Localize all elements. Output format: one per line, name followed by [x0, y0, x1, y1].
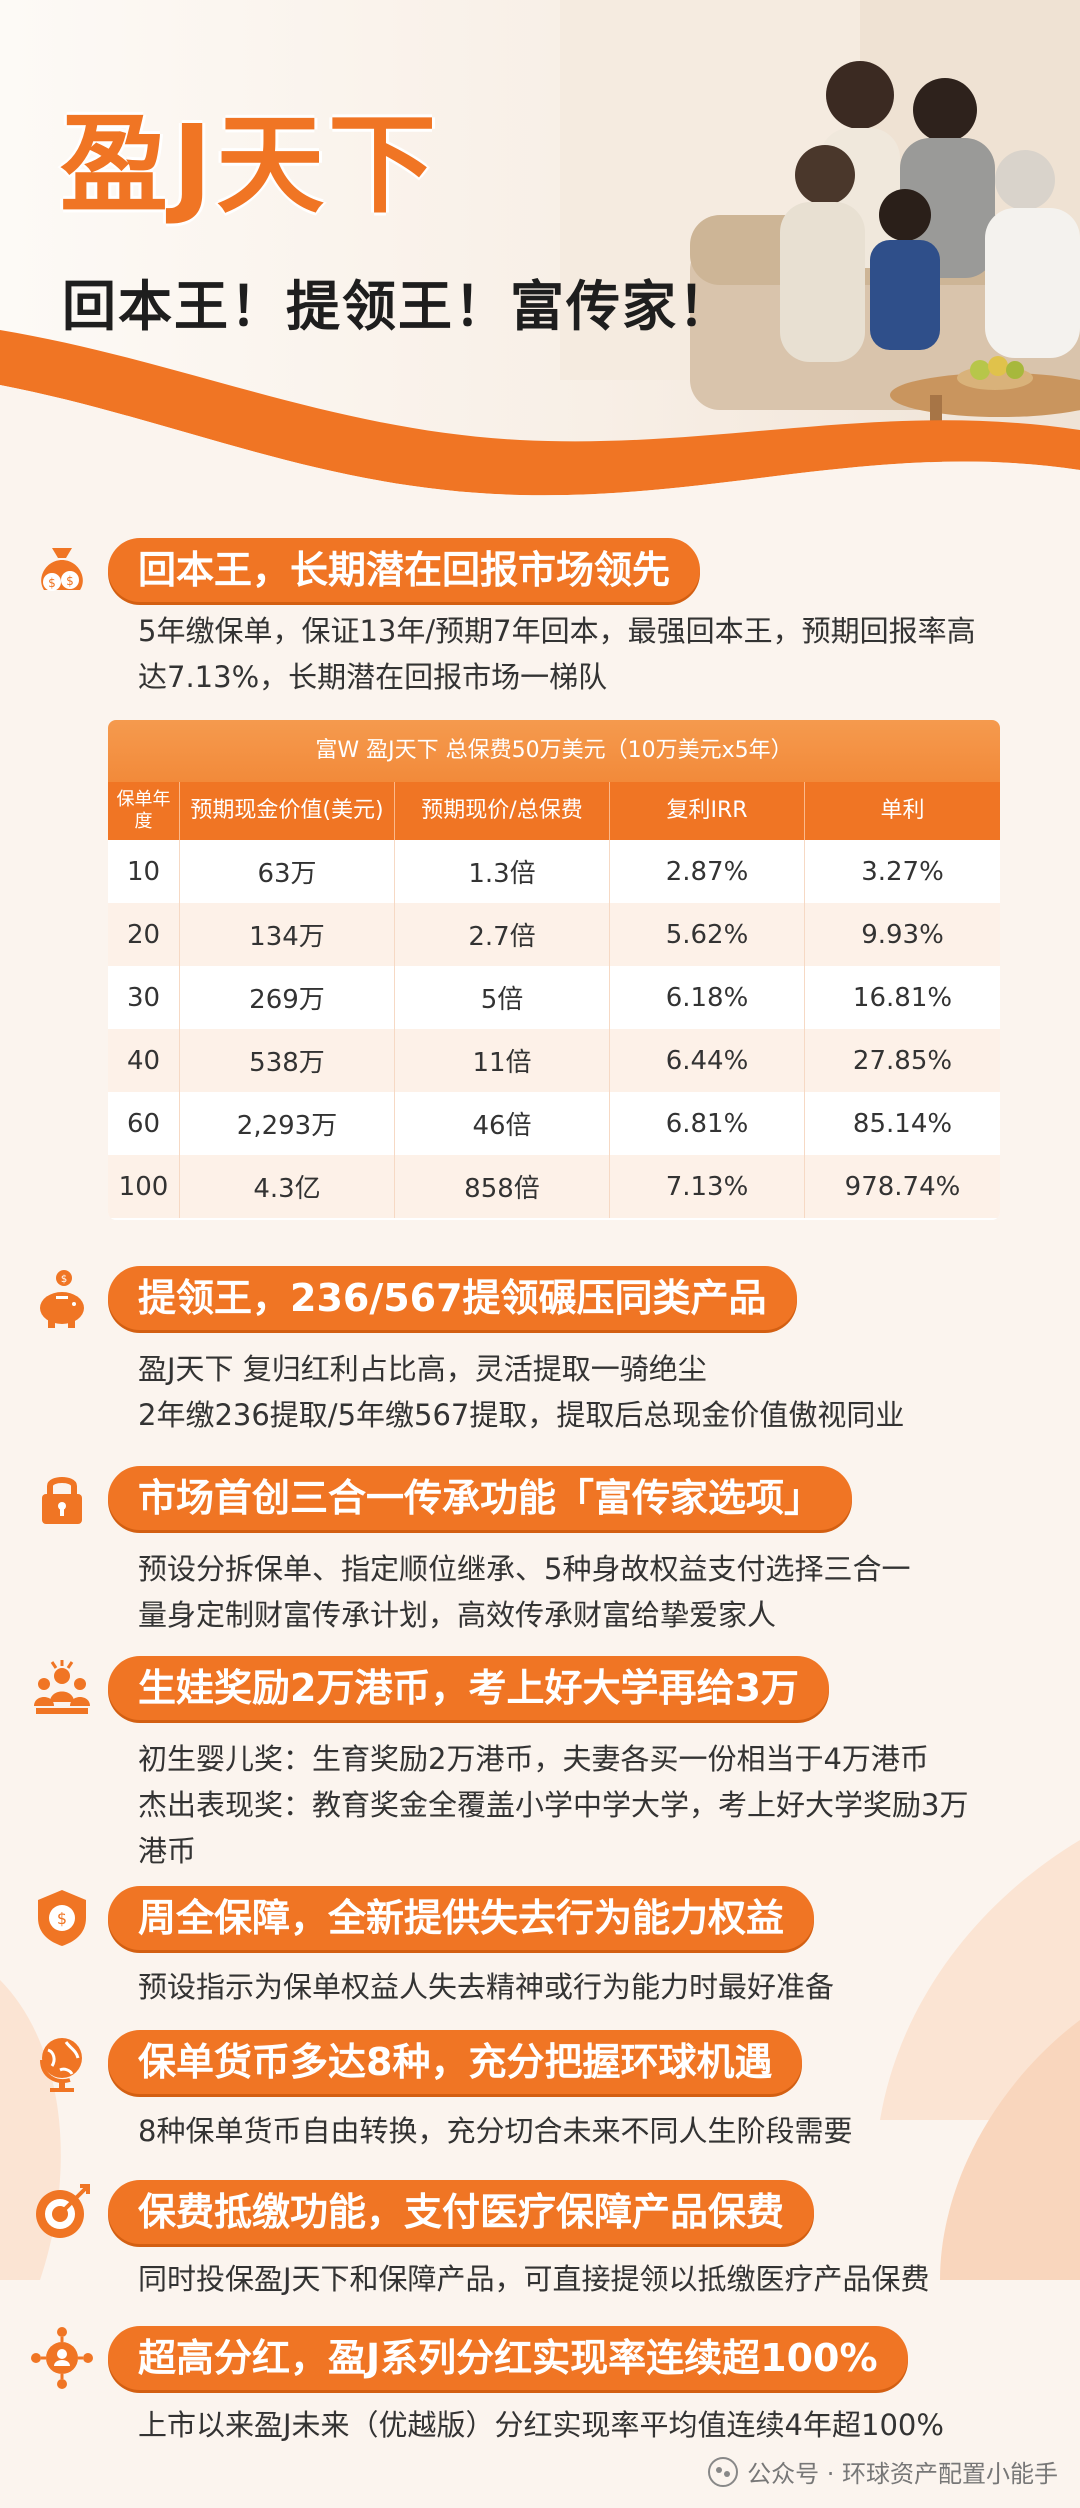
table-cell: 134万 [180, 903, 395, 966]
table-cell: 5.62% [610, 903, 805, 966]
section-5-title: 周全保障，全新提供失去行为能力权益 [108, 1886, 815, 1950]
table-cell: 16.81% [852, 982, 953, 1013]
table-body: 10 63万 1.3倍 2.87% 3.27% 20 134万 2.7倍 5.62% 9.93% 3… [108, 840, 1000, 1218]
header-cash-value: 预期现金价值(美元) [180, 782, 395, 840]
table-cell: 978.74% [844, 1171, 961, 1202]
table-cell: 2,293万 [180, 1092, 395, 1155]
hero-illustration [0, 0, 1080, 520]
table-cell: 4.3亿 [180, 1155, 395, 1218]
svg-text:$: $ [48, 576, 56, 590]
section-4-body: 初生婴儿奖：生育奖励2万港币，夫妻各买一份相当于4万港币 杰出表现奖：教育奖金全… [138, 1742, 969, 1868]
table-row: 10 63万 1.3倍 2.87% 3.27% [108, 840, 1000, 903]
lock-icon [42, 1477, 82, 1524]
header-simple: 单利 [880, 798, 925, 823]
table-cell: 11倍 [395, 1029, 610, 1092]
hero-title: 盈J天下 [60, 103, 441, 228]
header-year: 保单年度 [108, 782, 180, 840]
wechat-logo-icon [708, 2456, 739, 2487]
table-cell: 85.14% [852, 1108, 953, 1139]
section-4-title: 生娃奖励2万港币，考上好大学再给3万 [108, 1656, 829, 1720]
section-1-body: 5年缴保单，保证13年/预期7年回本，最强回本王，预期回报率高 达7.13%，长… [138, 614, 976, 694]
section-3-body: 预设分拆保单、指定顺位继承、5种身故权益支付选择三合一 量身定制财富传承计划，高… [138, 1552, 911, 1632]
section-6-title: 保单货币多达8种，充分把握环球机遇 [108, 2030, 803, 2094]
table-cell: 27.85% [852, 1045, 953, 1076]
shield-icon: $ [38, 1890, 86, 1946]
svg-text:$: $ [61, 1274, 67, 1285]
table-caption: 富W 盈J天下 总保费50万美元（10万美元x5年） [108, 720, 1000, 782]
section-3-title: 市场首创三合一传承功能「富传家选项」 [108, 1466, 853, 1530]
table-cell: 20 [108, 903, 180, 966]
table-cell: 2.7倍 [395, 903, 610, 966]
section-2-body: 盈J天下 复归红利占比高，灵活提取一骑绝尘 2年缴236提取/5年缴567提取，… [138, 1352, 905, 1432]
table-row: 100 4.3亿 858倍 7.13% 978.74% [108, 1155, 1000, 1218]
returns-table: 富W 盈J天下 总保费50万美元（10万美元x5年） 保单年度 预期现金价值(美… [108, 720, 1000, 1220]
table-cell: 269万 [180, 966, 395, 1029]
globe-icon [40, 2038, 82, 2092]
table-cell: 1.3倍 [395, 840, 610, 903]
table-cell: 30 [108, 966, 180, 1029]
table-cell: 6.44% [610, 1029, 805, 1092]
section-7-title: 保费抵缴功能，支付医疗保障产品保费 [108, 2180, 815, 2244]
watermark: 公众号 · 环球资产配置小能手 [707, 2454, 1058, 2489]
hero-subtitle: 回本王！提领王！富传家！ [62, 275, 734, 338]
table-cell: 6.81% [610, 1092, 805, 1155]
table-cell: 6.18% [610, 966, 805, 1029]
table-cell: 10 [108, 840, 180, 903]
section-7-body: 同时投保盈J天下和保障产品，可直接提领以抵缴医疗产品保费 [138, 2262, 930, 2296]
section-2-title: 提领王，236/567提领碾压同类产品 [108, 1266, 797, 1330]
table-cell: 60 [108, 1092, 180, 1155]
table-row: 20 134万 2.7倍 5.62% 9.93% [108, 903, 1000, 966]
table-cell: 2.87% [610, 840, 805, 903]
table-cell: 5倍 [395, 966, 610, 1029]
network-icon [31, 2327, 93, 2389]
svg-text:$: $ [66, 574, 74, 588]
table-cell: 858倍 [395, 1155, 610, 1218]
section-5-body: 预设指示为保单权益人失去精神或行为能力时最好准备 [138, 1970, 835, 2004]
table-row: 30 269万 5倍 6.18% 16.81% [108, 966, 1000, 1029]
family-icon [34, 1660, 90, 1714]
table-header: 保单年度 预期现金价值(美元) 预期现价/总保费 复利IRR 单利 [108, 782, 1000, 840]
money-bag-icon: $ $ [41, 548, 83, 591]
section-1-title: 回本王，长期潜在回报市场领先 [108, 538, 701, 602]
section-8-body: 上市以来盈J未来（优越版）分红实现率平均值连续4年超100% [138, 2408, 944, 2442]
section-6-body: 8种保单货币自由转换，充分切合未来不同人生阶段需要 [138, 2114, 853, 2148]
piggy-bank-icon: $ [40, 1270, 84, 1328]
table-cell: 40 [108, 1029, 180, 1092]
svg-text:$: $ [57, 1909, 67, 1928]
table-cell: 63万 [180, 840, 395, 903]
table-row: 40 538万 11倍 6.44% 27.85% [108, 1029, 1000, 1092]
header-irr: 复利IRR [610, 782, 805, 840]
table-cell: 7.13% [610, 1155, 805, 1218]
table-cell: 538万 [180, 1029, 395, 1092]
table-cell: 100 [108, 1155, 180, 1218]
family-illustration [780, 61, 1080, 362]
table-row: 60 2,293万 46倍 6.81% 85.14% [108, 1092, 1000, 1155]
table-cell: 46倍 [395, 1092, 610, 1155]
header-multiple: 预期现价/总保费 [395, 782, 610, 840]
target-icon [36, 2184, 90, 2238]
table-cell: 9.93% [861, 919, 944, 950]
watermark-text: 公众号 · 环球资产配置小能手 [747, 2460, 1058, 2488]
hero-banner: 盈J天下 回本王！提领王！富传家！ [0, 0, 1080, 520]
section-8-title: 超高分红，盈J系列分红实现率连续超100% [108, 2326, 908, 2390]
table-cell: 3.27% [861, 856, 944, 887]
